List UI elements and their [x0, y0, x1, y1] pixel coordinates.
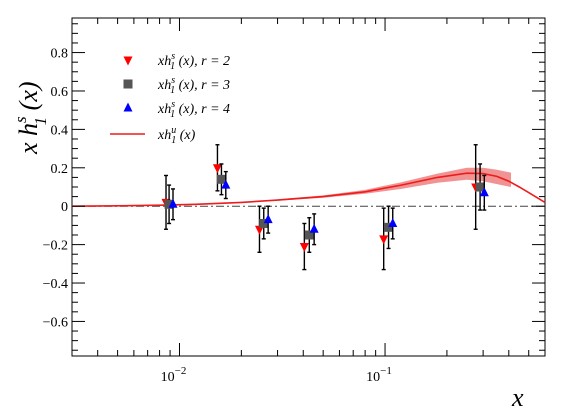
- data-point-r2: [254, 225, 264, 235]
- y-axis-title-base: x h: [14, 123, 43, 155]
- uncertainty-band-layer: [277, 167, 511, 201]
- data-point-r2: [379, 235, 389, 245]
- data-point-r3: [475, 182, 485, 192]
- data-point-r4: [168, 198, 178, 208]
- data-point-r4: [221, 179, 231, 189]
- data-point-r2: [212, 164, 222, 174]
- data-point-r3: [164, 199, 174, 209]
- data-point-r3: [259, 218, 269, 228]
- y-tick-label: −0.4: [43, 277, 68, 292]
- ticks-layer: −0.6 −0.4 −0.2 0 0.2 0.4 0.6 0.8 10−2 10−1: [43, 18, 546, 385]
- data-point-r4: [388, 217, 398, 227]
- y-axis-title: x hs1 (x): [11, 81, 50, 155]
- legend-marker-r4: [123, 102, 133, 112]
- curve-uncertainty-band: [277, 167, 511, 201]
- data-point-r4: [479, 187, 489, 197]
- y-tick-label: 0.2: [51, 162, 69, 177]
- points-layer: [161, 144, 489, 271]
- data-point-r3: [304, 230, 314, 240]
- data-point-r4: [263, 214, 273, 224]
- legend-label-r4: xhs 1 (x), r = 4: [157, 99, 230, 120]
- legend-label-r2: xhs 1 (x), r = 2: [157, 51, 230, 72]
- x-tick-label: 10−2: [161, 365, 187, 385]
- legend-label-curve: xhu 1 (x): [157, 125, 196, 146]
- curve-layer: [71, 172, 546, 207]
- y-axis-title-sup: s: [11, 116, 30, 123]
- y-tick-label: 0: [61, 200, 68, 215]
- data-point-r3: [384, 222, 394, 232]
- y-tick-label: 0.6: [51, 85, 69, 100]
- y-axis-title-sub: 1: [31, 117, 50, 126]
- y-axis-title-tail: (x): [14, 81, 43, 116]
- data-point-r3: [216, 174, 226, 184]
- legend-marker-r2: [123, 56, 133, 66]
- x-axis-title: x: [511, 383, 524, 412]
- y-tick-label: 0.4: [51, 123, 69, 138]
- curve-line: [71, 172, 546, 207]
- y-tick-label: −0.6: [43, 315, 68, 330]
- y-tick-label: 0.8: [51, 47, 69, 62]
- data-point-r4: [309, 223, 319, 233]
- legend-label-r3: xhs 1 (x), r = 3: [157, 75, 230, 96]
- y-tick-label: −0.2: [43, 239, 68, 254]
- legend: xhs 1 (x), r = 2 xhs 1 (x), r = 3 xhs 1 (x), …: [110, 51, 230, 146]
- x-tick-label: 10−1: [366, 365, 392, 385]
- data-point-r2: [299, 243, 309, 253]
- legend-marker-r3: [123, 79, 133, 89]
